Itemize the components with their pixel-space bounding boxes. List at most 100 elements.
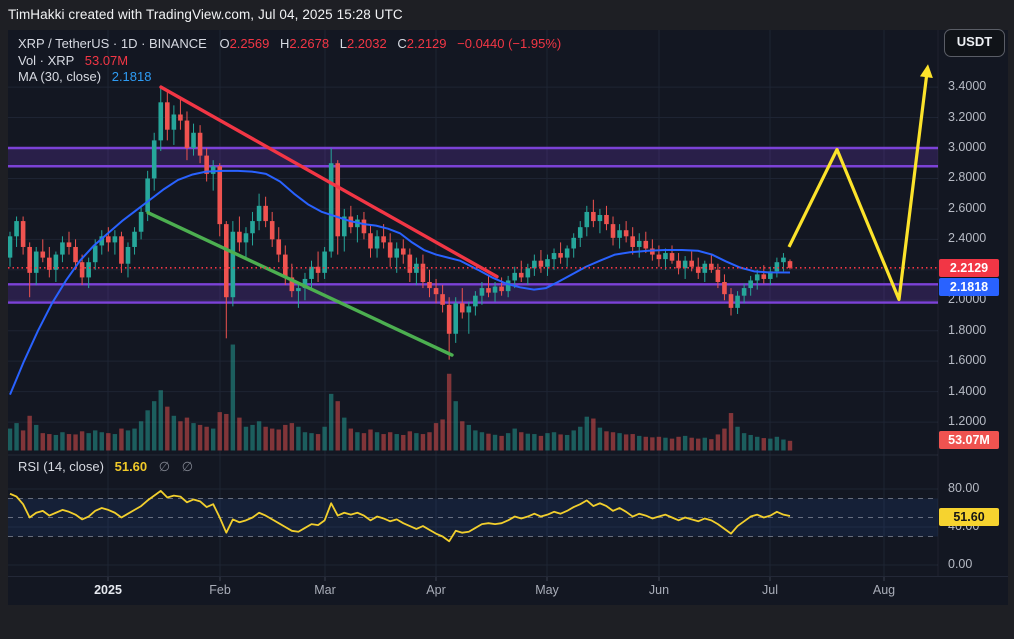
volume-bar [755,436,760,451]
volume-bar [348,428,354,451]
price-tick-label: 1.4000 [948,383,987,398]
volume-bar [728,413,734,451]
candle-body [361,219,367,234]
candle-body [27,246,32,273]
volume-bar [650,437,655,451]
volume-bar [578,426,583,451]
volume-bar [106,433,111,451]
candle-body [499,286,504,292]
price-tick-label: 1.8000 [948,322,987,337]
volume-bar [73,434,78,451]
volume-value: 53.07M [84,53,129,68]
volume-bar [99,432,104,451]
volume-bar [696,438,701,451]
candle-body [289,277,295,292]
time-tick-label: May [535,583,559,597]
candle-body [604,214,609,225]
volume-bar [505,433,511,451]
volume-bar [138,421,144,451]
volume-bar [230,344,236,451]
volume-bar [610,432,616,451]
candle-body [368,233,373,249]
price-tick-label: 1.6000 [948,353,987,368]
chart-canvas[interactable] [8,30,1008,605]
volume-bar [715,434,721,451]
volume-bar [741,433,747,451]
volume-bar [479,432,485,451]
candle-body [217,166,223,225]
time-tick-label: Jul [762,583,778,597]
ma-value-badge: 2.1818 [939,278,999,296]
rsi-value: 51.60 [114,459,148,474]
candle-body [158,102,164,141]
close-value: 2.2129 [406,36,447,51]
rsi-legend-row: RSI (14, close) 51.60 ∅ ∅ [18,459,193,475]
volume-label[interactable]: Vol · XRP [18,53,75,68]
volume-bar [210,428,216,451]
ma-label[interactable]: MA (30, close) [18,69,102,84]
candle-body [577,227,583,238]
volume-bar [414,433,419,451]
volume-bar [597,427,603,451]
candle-body [302,278,308,289]
open-token: O2.2569 [219,36,270,51]
candle-body [551,253,557,260]
volume-bar [761,438,766,451]
candle-body [86,262,91,278]
volume-bar [486,433,491,451]
candle-body [315,266,321,273]
symbol-title[interactable]: XRP / TetherUS · 1D · BINANCE [18,36,207,51]
volume-bar [53,434,59,451]
volume-bar [774,436,780,451]
candle-body [263,205,268,222]
time-tick-label: Mar [314,583,336,597]
volume-bar [512,428,517,451]
volume-bar [466,424,472,451]
candle-body [178,114,183,121]
support-zone [8,284,938,303]
falling-wedge-support [146,211,454,357]
candle-body [728,294,734,308]
volume-bar [532,434,537,451]
volume-bar [394,434,399,451]
volume-legend-row: Vol · XRP 53.07M [18,53,128,68]
candle-body [774,262,780,272]
candle-body [99,236,105,246]
time-tick-label: 2025 [94,583,122,597]
candle-body [466,306,472,313]
candle-body [473,295,478,307]
volume-bar [20,430,26,451]
candle-body [387,242,393,258]
currency-toggle-button[interactable]: USDT [944,29,1005,57]
volume-bar [47,434,52,451]
candle-body [237,231,242,243]
candle-body [33,251,39,273]
candle-body [571,237,576,249]
volume-bar [93,430,98,451]
volume-bar [197,424,203,451]
rsi-label[interactable]: RSI (14, close) [18,459,104,474]
volume-bar [315,434,321,451]
volume-bar [66,434,72,451]
volume-bar [492,434,498,451]
candle-body [92,245,98,263]
candle-body [610,224,616,238]
candle-body [394,248,400,258]
volume-bar [453,401,458,451]
time-tick-label: Aug [872,583,896,597]
rsi-value-badge: 51.60 [939,508,999,526]
volume-bar [637,435,642,451]
rsi-source-icon[interactable]: ∅ [181,459,194,474]
rsi-source-icon[interactable]: ∅ [158,459,171,474]
time-tick-label: Jun [648,583,670,597]
candle-body [204,155,209,174]
candle-body [617,230,622,238]
candle-body [427,281,432,289]
volume-bar [86,433,91,451]
volume-bar [322,426,327,451]
candle-body [636,240,642,247]
candle-body [106,236,111,243]
candle-body [309,266,314,279]
candle-body [119,236,124,264]
volume-bar [132,428,137,451]
